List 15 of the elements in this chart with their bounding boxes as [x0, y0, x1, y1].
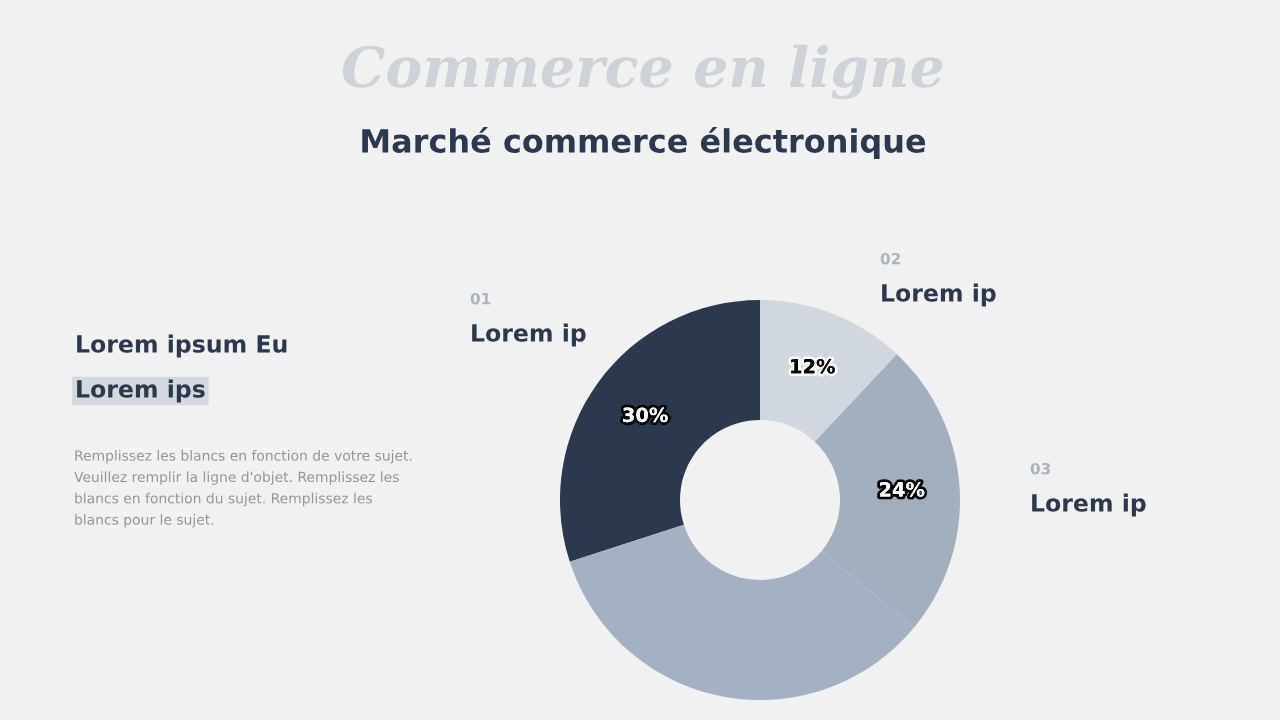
- data-label: 24%: [879, 482, 925, 497]
- data-label: 30%: [623, 407, 668, 423]
- slice-label: Lorem ip: [1032, 493, 1146, 517]
- text: Lorem ips: [77, 379, 205, 403]
- donut-slice: [560, 300, 760, 562]
- text: 02: [880, 252, 900, 265]
- text: 03: [1030, 462, 1051, 475]
- text: 01: [470, 292, 491, 305]
- slice-label: Lorem ip: [882, 283, 996, 307]
- text: Remplissez les blancs en fonction de votre sujet. Veuillez remplir la ligne d'objet. Remplissez les blancs en fonction du sujet. Remplissez les blancs pour le sujet.: [74, 450, 412, 528]
- chart-title: Marché commerce électronique: [362, 126, 926, 160]
- donut-slice: [760, 300, 897, 442]
- text: Lorem ipsum Eu: [77, 334, 287, 358]
- data-label: 12%: [791, 358, 835, 374]
- slice-label: Lorem ip: [472, 323, 586, 347]
